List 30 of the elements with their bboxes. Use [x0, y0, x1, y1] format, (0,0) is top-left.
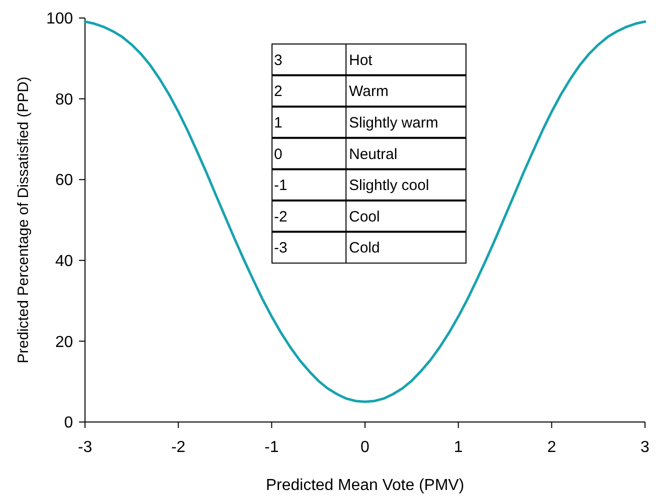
annotation: 1	[274, 114, 282, 132]
x-tick-label: -3	[78, 439, 92, 456]
annotation: Hot	[349, 52, 374, 69]
annotation: 2	[274, 83, 282, 100]
y-tick-label: 0	[64, 414, 74, 432]
x-tick-label: 0	[360, 439, 370, 456]
x-axis-title: Predicted Mean Vote (PMV)	[266, 477, 464, 494]
x-tick-label: 2	[547, 439, 556, 456]
y-tick-label: 80	[55, 91, 74, 108]
x-tick-label: 3	[640, 439, 650, 456]
annotation: 0	[274, 146, 282, 163]
y-axis-title: Predicted Percentage of Dissatisfied (PPD)	[15, 76, 32, 364]
annotation: 3	[274, 52, 282, 69]
line-series	[84, 20, 646, 404]
annotation: Neutral	[349, 146, 398, 163]
annotation: -1	[274, 177, 288, 194]
y-tick-label: 60	[55, 172, 74, 190]
y-tick-label: 20	[55, 334, 74, 351]
annotation: Cold	[349, 240, 380, 257]
y-tick-label: 40	[55, 253, 74, 270]
y-tick-label: 100	[46, 10, 74, 28]
x-tick-label: -2	[171, 439, 186, 456]
annotation: -2	[274, 208, 288, 226]
annotation: Warm	[349, 83, 388, 100]
annotation: Slightly cool	[349, 177, 430, 194]
annotation: Slightly warm	[349, 114, 438, 132]
x-tick-label: 1	[454, 439, 463, 456]
annotation: -3	[274, 240, 288, 257]
x-tick-label: -1	[264, 439, 279, 456]
annotation: Cool	[349, 208, 380, 226]
